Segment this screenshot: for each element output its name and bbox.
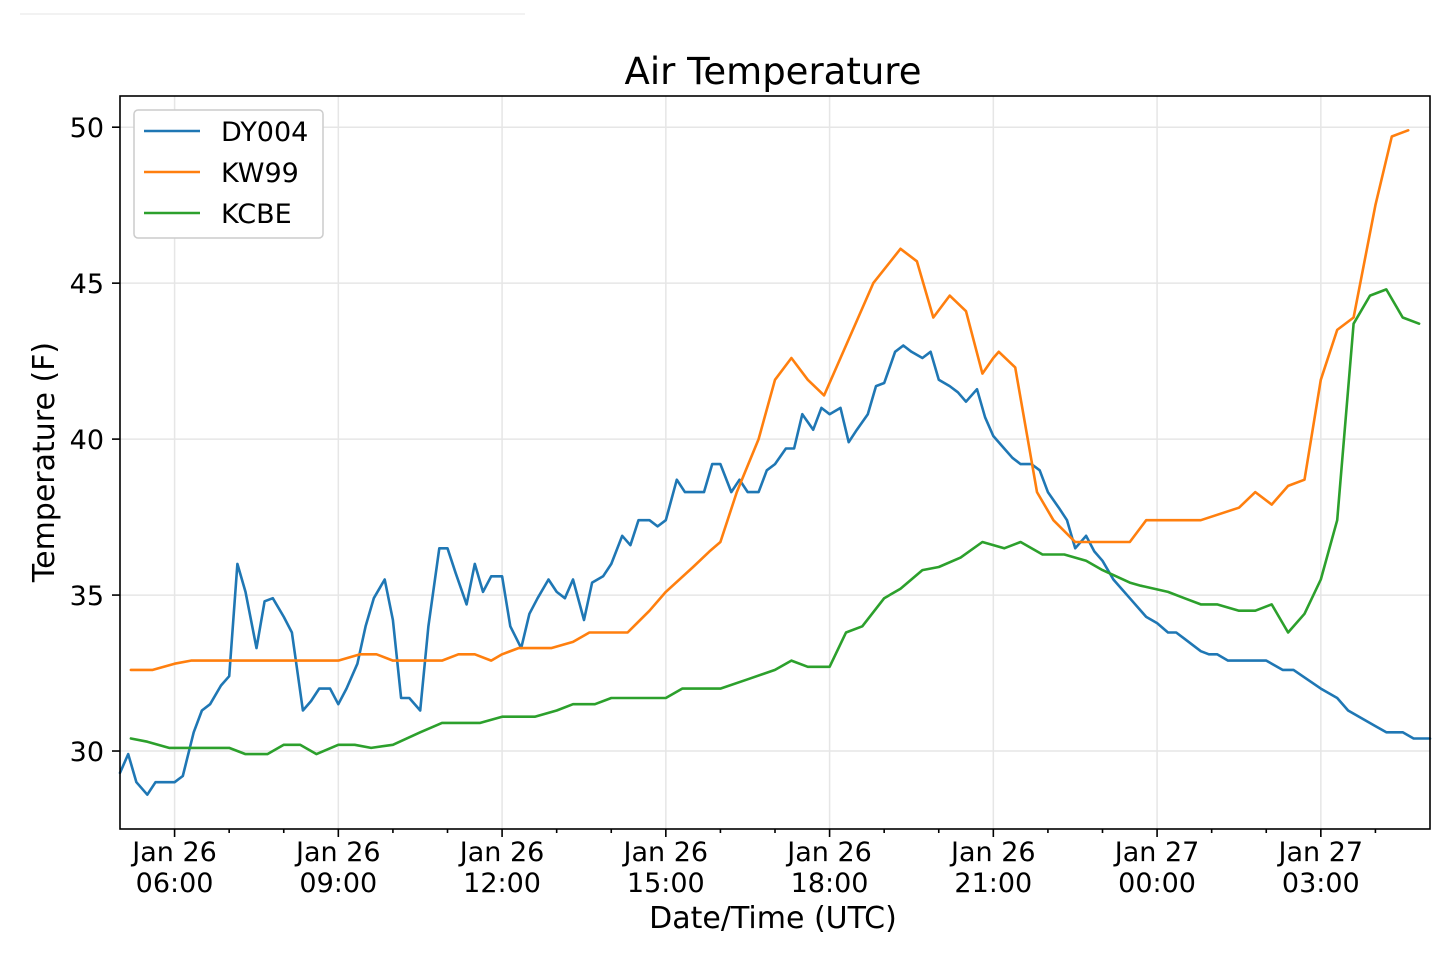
x-tick-date-label: Jan 26 <box>458 837 545 868</box>
chart-title: Air Temperature <box>625 50 922 93</box>
x-tick-time-label: 09:00 <box>299 868 377 899</box>
x-tick-time-label: 00:00 <box>1118 868 1196 899</box>
x-tick-date-label: Jan 26 <box>949 837 1036 868</box>
x-tick-time-label: 18:00 <box>791 868 869 899</box>
x-tick-date-label: Jan 27 <box>1277 837 1364 868</box>
x-tick-time-label: 03:00 <box>1282 868 1360 899</box>
x-tick-date-label: Jan 26 <box>130 837 217 868</box>
series-line-dy004 <box>118 344 1432 796</box>
y-tick-label: 45 <box>70 269 104 300</box>
y-tick-label: 40 <box>70 425 104 456</box>
x-tick-date-label: Jan 27 <box>1113 837 1200 868</box>
y-tick-label: 30 <box>70 737 104 768</box>
grid-layer <box>120 96 1430 829</box>
x-tick-time-label: 21:00 <box>954 868 1032 899</box>
y-tick-label: 35 <box>70 581 104 612</box>
x-axis-label: Date/Time (UTC) <box>649 901 897 936</box>
x-tick-date-label: Jan 26 <box>294 837 381 868</box>
x-tick-time-label: 06:00 <box>136 868 214 899</box>
legend-box <box>133 109 324 239</box>
x-tick-date-label: Jan 26 <box>622 837 709 868</box>
x-tick-time-label: 12:00 <box>463 868 541 899</box>
x-tick-time-label: 15:00 <box>627 868 705 899</box>
x-tick-date-label: Jan 26 <box>785 837 872 868</box>
legend-label-kcbe: KCBE <box>221 199 292 230</box>
series-line-kw99 <box>129 129 1410 672</box>
series-layer <box>118 129 1432 796</box>
y-axis-label: Temperature (F) <box>27 342 62 583</box>
legend: DY004 KW99 KCBE <box>133 109 324 239</box>
legend-label-dy004: DY004 <box>221 117 308 148</box>
y-tick-label: 50 <box>70 113 104 144</box>
legend-label-kw99: KW99 <box>221 158 299 189</box>
series-line-kcbe <box>129 288 1421 756</box>
y-axis: 30 35 40 45 50 <box>70 113 120 768</box>
